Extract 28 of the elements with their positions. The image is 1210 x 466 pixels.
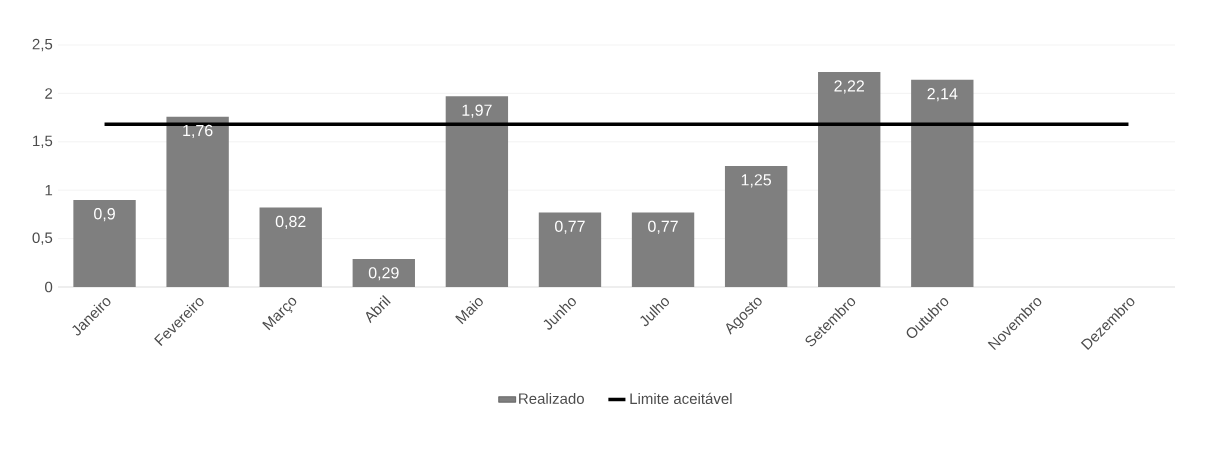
bar bbox=[73, 199, 136, 287]
bar bbox=[818, 72, 881, 287]
data-label: 2,22 bbox=[834, 80, 864, 94]
bar bbox=[631, 212, 695, 287]
data-label: 2,14 bbox=[927, 88, 958, 102]
data-label: 0,29 bbox=[368, 267, 399, 281]
y-tick-label: 1,5 bbox=[33, 135, 53, 148]
y-tick-label: 1 bbox=[45, 185, 53, 196]
bar bbox=[352, 258, 415, 287]
y-tick-label: 2,5 bbox=[32, 38, 53, 52]
bar bbox=[259, 207, 322, 287]
legend-label: Limite aceitável bbox=[630, 392, 732, 405]
y-tick-label: 2 bbox=[45, 88, 53, 99]
bar bbox=[445, 96, 509, 287]
bar bbox=[724, 166, 788, 287]
y-tick-label: 0 bbox=[45, 281, 53, 293]
data-label: 1,76 bbox=[183, 124, 213, 139]
data-label: 1,25 bbox=[741, 174, 772, 188]
data-label: 0,82 bbox=[275, 215, 306, 230]
data-label: 0,77 bbox=[555, 220, 585, 234]
legend-label: Realizado bbox=[519, 392, 584, 404]
bar bbox=[166, 116, 229, 287]
data-label: 0,9 bbox=[94, 208, 115, 222]
y-tick-label: 0,5 bbox=[32, 232, 53, 245]
bar bbox=[538, 212, 602, 287]
data-label: 1,97 bbox=[462, 104, 492, 118]
data-label: 0,77 bbox=[648, 220, 678, 234]
bar bbox=[911, 79, 974, 287]
